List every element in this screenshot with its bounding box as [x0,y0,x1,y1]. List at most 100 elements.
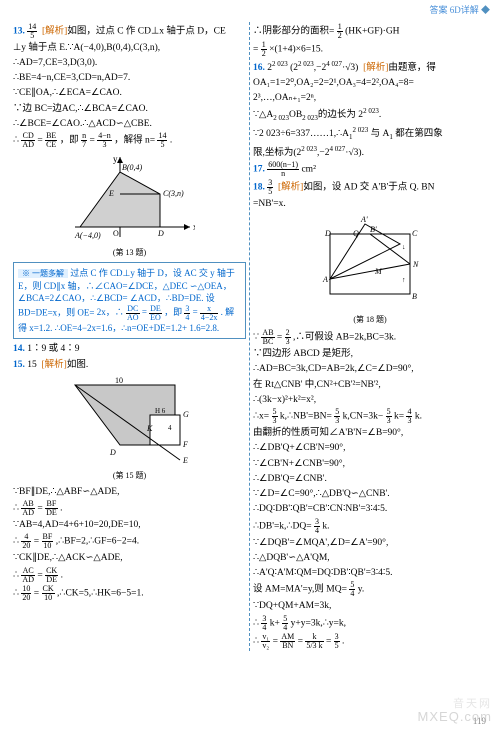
q18-t12: ∴∠DB'Q=∠CNB'. [253,472,487,486]
t1: 由题意，得 [388,63,436,73]
mid: k,CN=3k− [343,412,384,422]
f3: n7 [81,132,87,149]
f: 53 [272,408,278,425]
svg-text:E: E [182,456,188,465]
end: . [60,504,62,514]
d: DE [45,576,58,584]
q18-t20: ∵DQ+QM+AM=3k, [253,599,487,613]
d: 3 [334,417,340,425]
q15-t5: ∴ 420 = BF10 ,∴BF=2,∴GF=6−2=4. [13,533,246,550]
pre: ∴ [253,618,259,628]
mid: ，即 [164,307,182,317]
svg-text:H 6: H 6 [155,407,166,415]
q15-ans: 15 [27,360,37,370]
q18-t13: ∵∠D=∠C=90°,∴△DB'Q∽△CNB'. [253,487,487,501]
d: 2 [337,32,343,40]
d: 7 [81,141,87,149]
q18-t6: 在 Rt△CNB' 中,CN²+CB'²=NB'², [253,378,487,392]
header-text: 答案 6D详解 [429,5,478,15]
svg-text:K: K [146,424,153,433]
f: BFDE [45,500,58,517]
end: y. [358,585,365,595]
mid: y+y=3k,∴y=k, [291,618,346,628]
pre: ∴ [13,588,19,598]
d: 5 [334,642,340,650]
d: 4−2x [200,314,219,322]
eq: = [34,537,39,547]
page-header: 答案 6D详解 ◆ [0,0,500,22]
f: 35 [334,633,340,650]
d: 3 [97,141,112,149]
page-number: 119 [473,715,486,729]
mid: k,∴NB'=BN= [280,412,332,422]
q13-num: 13. [13,26,25,36]
cont-t1: ∴阴影部分的面积= 12 (HK+GF)·GH [253,23,487,40]
f2: BECE [45,132,57,149]
svg-text:B: B [412,292,417,301]
pre: ∴阴影部分的面积= [253,26,334,36]
q16-t2: OA₁=1=2⁰,OA₂=2=2¹,OA₃=4=2²,OA₄=8= [253,76,487,90]
f: x4−2x [200,305,219,322]
end: ,∴CK=5,∴HK=6−5=1. [57,588,144,598]
q18-t19: 设 AM=MA'=y,则 MQ= 54 y. [253,581,487,598]
eq: = [37,504,42,514]
q16-ans: 22 023 (22 023,−24 027·√3) [267,63,358,73]
f: 23 [285,329,291,346]
pre: ∴ [13,504,19,514]
q18-ans: 35 [267,179,273,196]
svg-text:A: A [322,275,328,284]
d: 4 [261,624,267,632]
eq: = [37,136,42,146]
q15-t6: ∵CK∥DE,∴△ACK∽△ADE, [13,551,246,565]
pre: 设 AM=MA'=y,则 MQ= [253,585,347,595]
d: 3 [386,417,392,425]
end: . [342,636,344,646]
svg-text:G: G [183,410,189,419]
d: CE [45,141,57,149]
svg-text:A(−4,0): A(−4,0) [74,231,101,240]
d: AD [21,509,35,517]
end: ,∴可假设 AB=2k,BC=3k. [293,333,396,343]
unit: cm² [301,165,315,175]
figure-18: D B' C Q A' N M A B ↓ ↑ (第 18 题) [253,214,487,326]
q18-t16: ∵∠DQB'=∠MQA',∠D=∠A'=90°, [253,536,487,550]
svg-text:Q: Q [353,229,359,238]
tip-t1: 过点 C 作 CD⊥y 轴于 D，设 AC 交 y [70,268,214,278]
eq: = [34,588,39,598]
q18-t8: ∴x= 53 k,∴NB'=BN= 53 k,CN=3k− 53 k= 43 k… [253,408,487,425]
q13-line: 13. 145 [解析]如图，过点 C 作 CD⊥x 轴于点 D，CE [13,23,246,40]
f: 54 [282,615,288,632]
d: 20 [21,594,31,602]
q15-t4: ∵AB=4,AD=4+6+10=20,DE=10, [13,518,246,532]
f: 34 [261,615,267,632]
q16-t3: 2³,…,OAₙ₊₁=2ⁿ, [253,91,487,105]
left-column: 13. 145 [解析]如图，过点 C 作 CD⊥x 轴于点 D，CE ⊥y 轴… [10,22,250,651]
pre: ∴ [13,570,19,580]
end: ，解得 n= [114,136,155,146]
header-diamond: ◆ [481,5,490,15]
d: BC [261,338,274,346]
svg-text:O: O [113,229,119,238]
f: 53 [334,408,340,425]
d: 5/3 k [305,642,323,650]
q13-t5: ∵CE∥OA,∴∠ECA=∠CAO. [13,86,246,100]
d: 2 [261,50,267,58]
f: ABBC [261,329,274,346]
mid: k= [394,412,404,422]
d: 10 [42,594,55,602]
q16-t5: ∵2 023÷6=337……1,∴A12 023 与 A1 都在第四象 [253,125,487,143]
q15-t1: 如图. [67,360,88,370]
q18-t5: ∴AD=BC=3k,CD=AB=2k,∠C=∠D=90°, [253,362,487,376]
pre: ∵ [253,333,259,343]
d: 4 [349,590,355,598]
pre: = [253,44,258,54]
svg-text:F: F [182,440,188,449]
q18-num: 18. [253,183,265,193]
d: EO [149,314,162,322]
q15-t7: ∴ ACAD = CKDE . [13,567,246,584]
pre: ∴DB'=k,∴DQ= [253,521,312,531]
pre: ∴ [13,537,19,547]
q13-t1: 如图，过点 C 作 CD⊥x 轴于点 D，CE [67,26,225,36]
q15-t2: ∵BF∥DE,∴△ABF∽△ADE, [13,485,246,499]
q18-t9: 由翻折的性质可知∠A'B'N=∠B=90°, [253,426,487,440]
